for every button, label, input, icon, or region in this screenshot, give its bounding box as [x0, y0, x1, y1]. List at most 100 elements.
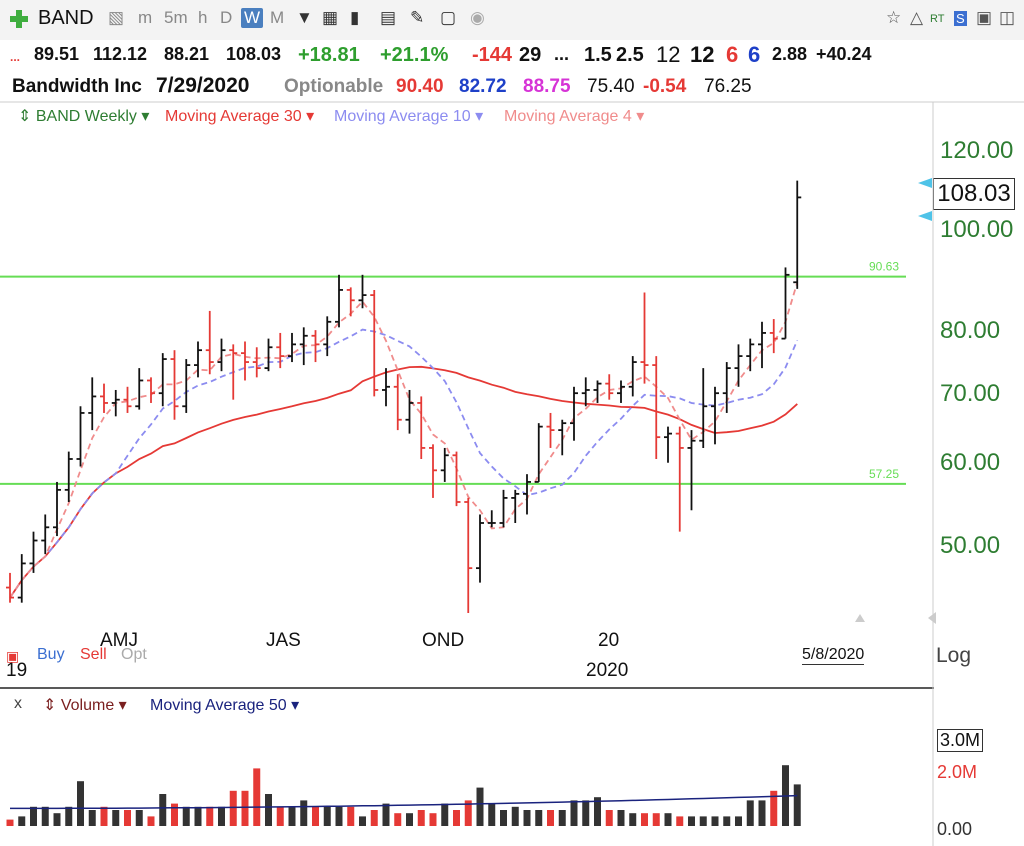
ohlc-bar[interactable]	[464, 497, 473, 614]
ohlc-bar[interactable]	[276, 332, 285, 369]
ohlc-bar[interactable]	[452, 451, 461, 507]
pencil-icon[interactable]: ✎	[410, 8, 425, 27]
legend-vol-ma50[interactable]: Moving Average 50 ▾	[150, 697, 300, 714]
ohlc-bar[interactable]	[734, 344, 743, 387]
ohlc-bar[interactable]	[370, 289, 379, 397]
ohlc-bar[interactable]	[570, 386, 578, 441]
ohlc-bar[interactable]	[593, 380, 602, 403]
interval-h-button[interactable]: h	[198, 8, 208, 27]
volume-close-button[interactable]: x	[14, 695, 22, 712]
layout-icon[interactable]: ◫	[999, 8, 1016, 27]
ohlc-bar[interactable]	[100, 383, 108, 413]
legend-ma30[interactable]: Moving Average 30 ▾	[165, 108, 315, 125]
ohlc-bar[interactable]	[111, 389, 120, 417]
ohlc-bar[interactable]	[76, 406, 85, 467]
ohlc-bar[interactable]	[135, 368, 144, 410]
ohlc-bar[interactable]	[158, 353, 167, 407]
buy-button[interactable]: Buy	[37, 646, 65, 663]
ohlc-bar[interactable]	[147, 377, 155, 403]
ohlc-bar[interactable]	[769, 319, 778, 354]
ohlc-bar[interactable]	[499, 489, 508, 528]
ohlc-bar[interactable]	[346, 287, 355, 317]
ohlc-bar[interactable]	[358, 274, 367, 309]
ohlc-bar[interactable]	[429, 444, 437, 498]
ohlc-bar[interactable]	[523, 474, 531, 515]
legend-price[interactable]: ⇕ BAND Weekly ▾	[18, 108, 150, 125]
ohlc-bar[interactable]	[123, 386, 132, 413]
ohlc-bar[interactable]	[241, 341, 249, 381]
ohlc-bar[interactable]	[205, 310, 214, 375]
alert-icon[interactable]: △	[910, 8, 924, 27]
ohlc-bar[interactable]	[781, 267, 790, 340]
ohlc-bar[interactable]	[746, 338, 755, 372]
ohlc-bar[interactable]	[88, 377, 97, 431]
ohlc-bar[interactable]	[264, 338, 273, 372]
ohlc-bar[interactable]	[170, 350, 179, 420]
interval-w-button[interactable]: W	[241, 8, 264, 28]
rt-icon[interactable]: RT	[930, 13, 945, 25]
ohlc-bar[interactable]	[640, 292, 649, 384]
ohlc-bar[interactable]	[675, 426, 684, 532]
legend-ma4[interactable]: Moving Average 4 ▾	[504, 108, 645, 125]
ohlc-bar[interactable]	[476, 514, 484, 583]
legend-ma10[interactable]: Moving Average 10 ▾	[334, 108, 484, 125]
ohlc-bar[interactable]	[335, 274, 343, 328]
ohlc-bar[interactable]	[393, 374, 402, 431]
ohlc-bar[interactable]	[511, 489, 520, 523]
ohlc-bar[interactable]	[405, 389, 414, 434]
ohlc-bar[interactable]	[417, 396, 426, 459]
ohlc-bar[interactable]	[546, 412, 555, 448]
sell-button[interactable]: Sell	[80, 646, 107, 663]
ohlc-bar[interactable]	[440, 447, 449, 482]
legend-volume[interactable]: ⇕ Volume ▾	[43, 697, 127, 714]
opt-button[interactable]: Opt	[121, 646, 147, 663]
ohlc-bar[interactable]	[652, 356, 661, 459]
ohlc-bar[interactable]	[758, 321, 766, 369]
bars-icon[interactable]: ▮	[350, 8, 360, 27]
ohlc-bar[interactable]	[581, 377, 590, 407]
ohlc-bar[interactable]	[29, 531, 38, 573]
ohlc-bar[interactable]	[194, 341, 202, 378]
ohlc-bar[interactable]	[217, 338, 226, 372]
ohlc-bar[interactable]	[793, 180, 802, 289]
ohlc-bar[interactable]	[664, 426, 672, 463]
ohlc-bar[interactable]	[229, 344, 238, 400]
grid-icon[interactable]: ▤	[380, 8, 397, 27]
ohlc-bar[interactable]	[182, 359, 191, 413]
ohlc-bar[interactable]	[617, 380, 625, 403]
ohlc-bar[interactable]	[252, 347, 261, 378]
symbol-field[interactable]: BAND	[38, 7, 94, 29]
ohlc-bar[interactable]	[711, 386, 719, 445]
ohlc-bar[interactable]	[323, 316, 332, 357]
interval-5m-button[interactable]: 5m	[164, 8, 188, 27]
ohlc-bar[interactable]	[687, 430, 696, 511]
interval-d-button[interactable]: D	[220, 8, 233, 27]
notes-icon[interactable]: ▢	[440, 8, 457, 27]
ohlc-bar[interactable]	[699, 368, 708, 448]
date-marker[interactable]: 5/8/2020	[802, 646, 865, 665]
save-icon[interactable]: ▣	[976, 8, 993, 27]
ohlc-bar[interactable]	[64, 451, 73, 502]
interval-month-button[interactable]: M	[270, 8, 285, 27]
ohlc-bar[interactable]	[17, 554, 26, 603]
ohlc-bar[interactable]	[487, 510, 496, 528]
s-icon[interactable]: S	[954, 11, 967, 26]
star-icon[interactable]: ☆	[886, 8, 902, 27]
add-symbol-icon[interactable]	[9, 9, 29, 29]
chart-type-icon[interactable]: ▧	[108, 8, 125, 27]
ohlc-bar[interactable]	[382, 368, 390, 407]
ohlc-bar[interactable]	[558, 419, 567, 456]
share-icon[interactable]: ◉	[470, 8, 485, 27]
ohlc-bar[interactable]	[53, 481, 61, 537]
ohlc-bar[interactable]	[534, 423, 543, 483]
ohlc-bar[interactable]	[6, 572, 14, 603]
trade-icon[interactable]: ▣	[6, 648, 20, 664]
ohlc-bar[interactable]	[605, 374, 614, 400]
interval-m-button[interactable]: m	[138, 8, 153, 27]
ohlc-bar[interactable]	[311, 330, 320, 363]
scale-toggle[interactable]: Log	[936, 644, 972, 667]
ohlc-bar[interactable]	[628, 356, 637, 397]
ohlc-bar[interactable]	[722, 362, 731, 413]
ohlc-bar[interactable]	[41, 514, 50, 555]
